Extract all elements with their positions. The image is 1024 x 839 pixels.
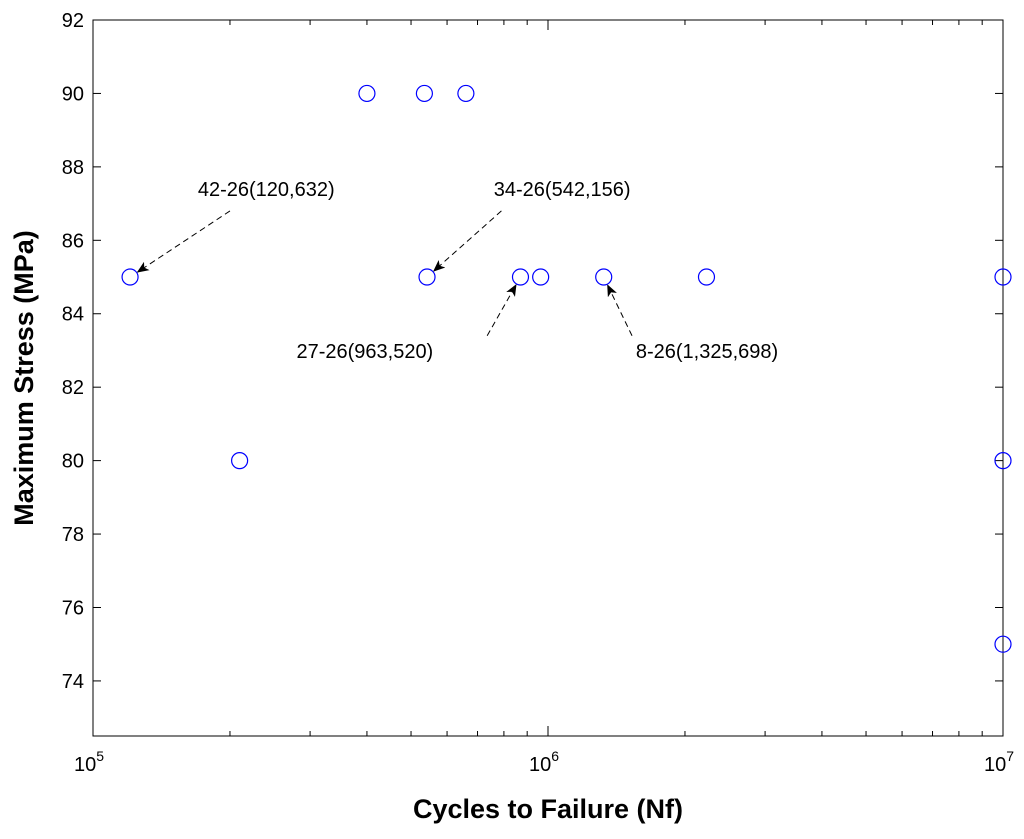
data-point [532, 268, 550, 286]
annotation-label: 27-26(963,520) [296, 341, 433, 363]
annotation-label: 42-26(120,632) [198, 179, 335, 201]
data-point [697, 268, 716, 286]
y-tick-label: 86 [62, 230, 84, 252]
y-tick-label: 92 [62, 10, 84, 32]
y-tick-label: 78 [62, 524, 84, 546]
y-tick-label: 84 [62, 304, 84, 326]
data-point [994, 452, 1012, 470]
data-point [121, 268, 139, 286]
annotation-arrow [136, 210, 231, 273]
x-tick-label: 105 [74, 748, 104, 776]
x-axis-title: Cycles to Failure (Nf) [413, 794, 683, 824]
data-point [994, 635, 1012, 653]
data-point [595, 268, 613, 286]
annotation-label: 8-26(1,325,698) [636, 341, 778, 363]
data-point [231, 452, 249, 470]
annotation-label: 34-26(542,156) [494, 179, 631, 201]
x-tick-label: 107 [984, 748, 1014, 776]
data-point [511, 268, 530, 286]
y-axis-title: Maximum Stress (MPa) [9, 230, 39, 526]
data-point [415, 84, 434, 103]
x-tick-label: 106 [529, 748, 559, 776]
data-point [358, 84, 376, 103]
plot-area [92, 19, 1004, 737]
data-point [457, 84, 475, 103]
annotation-arrow [433, 210, 502, 272]
y-tick-label: 80 [62, 451, 84, 473]
y-tick-label: 74 [62, 671, 84, 693]
data-point [418, 268, 436, 286]
y-tick-label: 76 [62, 597, 84, 619]
y-tick-label: 88 [62, 157, 84, 179]
y-tick-label: 90 [62, 83, 84, 105]
y-tick-label: 82 [62, 377, 84, 399]
data-point [994, 268, 1012, 286]
